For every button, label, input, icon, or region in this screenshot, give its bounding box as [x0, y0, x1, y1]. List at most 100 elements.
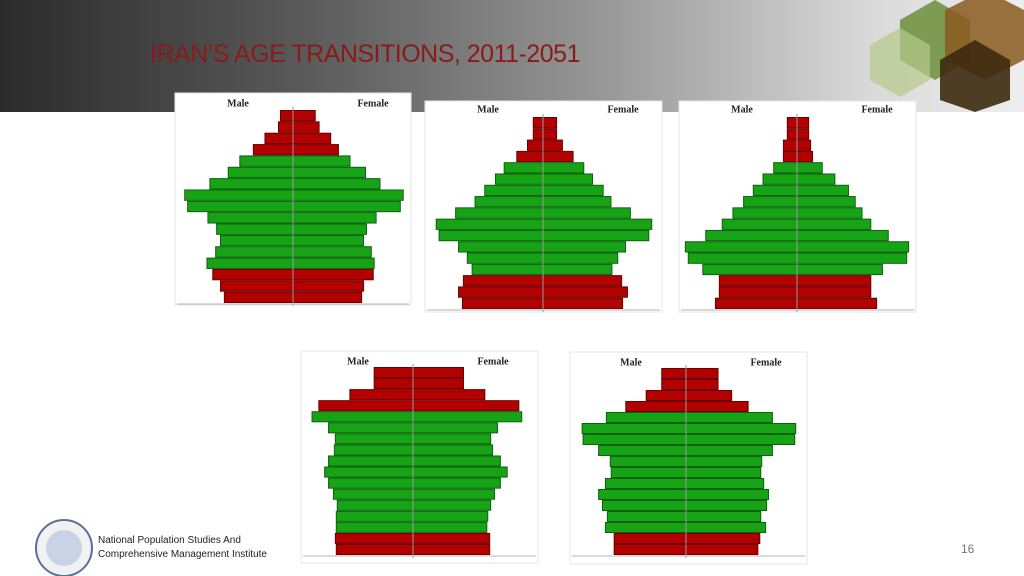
bar [786, 128, 798, 140]
bar [782, 150, 798, 163]
bar [685, 368, 719, 379]
bar [292, 268, 374, 281]
bar [796, 184, 849, 197]
legend-label: Female [357, 98, 389, 109]
bar [373, 378, 414, 390]
bar [718, 286, 798, 298]
bar [685, 478, 765, 489]
bar [542, 173, 594, 185]
bar [685, 445, 773, 456]
bar [685, 390, 733, 401]
bar [685, 379, 719, 390]
bar [412, 466, 508, 478]
bar [684, 241, 798, 253]
bar [796, 117, 810, 129]
bar [542, 162, 585, 174]
bar [412, 367, 464, 379]
bar [687, 252, 798, 264]
bar [292, 246, 372, 258]
bar [412, 389, 486, 401]
bar [292, 178, 381, 190]
bar [264, 132, 294, 145]
bar [542, 275, 623, 287]
bar [216, 223, 294, 235]
bar [732, 207, 798, 219]
bar [220, 280, 294, 292]
bar [602, 500, 687, 511]
legend-label: Male [731, 104, 753, 115]
bar [542, 286, 628, 298]
bar [412, 477, 501, 489]
bar [292, 234, 365, 247]
bar [685, 423, 797, 434]
bar [610, 467, 687, 478]
bar [542, 139, 563, 151]
bar [215, 246, 294, 258]
bar [685, 489, 770, 500]
bar [292, 166, 366, 179]
footer-text: National Population Studies And Comprehe… [98, 534, 267, 562]
bar [581, 423, 687, 434]
bar [292, 155, 351, 167]
bar [542, 252, 619, 264]
bar [542, 218, 653, 230]
bar [625, 401, 687, 412]
bar [661, 368, 687, 379]
bar [685, 533, 761, 544]
bar [207, 212, 294, 224]
bar [206, 257, 294, 269]
bar [796, 275, 872, 287]
bar [212, 268, 294, 281]
bar [503, 162, 544, 174]
institute-line: National Population Studies And [98, 535, 241, 546]
bar [461, 297, 544, 309]
bar [705, 229, 798, 242]
bar [796, 128, 810, 140]
bar [412, 488, 496, 500]
bar [661, 379, 687, 390]
bar [292, 257, 375, 269]
bar [458, 286, 544, 298]
bar [532, 128, 544, 140]
bar [714, 297, 798, 309]
bar [645, 390, 687, 401]
bar [349, 389, 414, 401]
legend-label: Female [607, 104, 639, 115]
bar [743, 196, 798, 208]
bar [373, 367, 414, 379]
bar [335, 521, 414, 533]
bar [718, 275, 798, 287]
bar [334, 433, 414, 445]
bar [455, 207, 544, 219]
bar [484, 184, 544, 197]
legend-label: Female [750, 357, 782, 368]
bar [542, 263, 613, 276]
bar [412, 499, 492, 511]
header-band: IRAN’S AGE TRANSITIONS, 2011-2051 [0, 0, 1024, 112]
bar [292, 291, 363, 304]
bar [796, 218, 872, 230]
bar [292, 189, 404, 201]
bar [209, 178, 294, 190]
bar [796, 207, 863, 219]
bar [278, 121, 294, 133]
bar [466, 252, 544, 264]
bar [292, 132, 332, 145]
bar [462, 275, 544, 287]
bar [438, 229, 544, 242]
page-number: 16 [961, 542, 975, 556]
bar [223, 291, 294, 304]
legend-label: Female [477, 356, 509, 367]
legend-label: Male [227, 98, 249, 109]
bar [685, 456, 763, 467]
bar [796, 241, 910, 253]
bar [412, 455, 501, 467]
bar [604, 478, 687, 489]
slide-title: IRAN’S AGE TRANSITIONS, 2011-2051 [150, 40, 580, 68]
bar [412, 510, 489, 522]
bar [279, 110, 294, 122]
legend-label: Male [347, 356, 369, 367]
bar [336, 499, 414, 511]
bar [412, 400, 520, 412]
